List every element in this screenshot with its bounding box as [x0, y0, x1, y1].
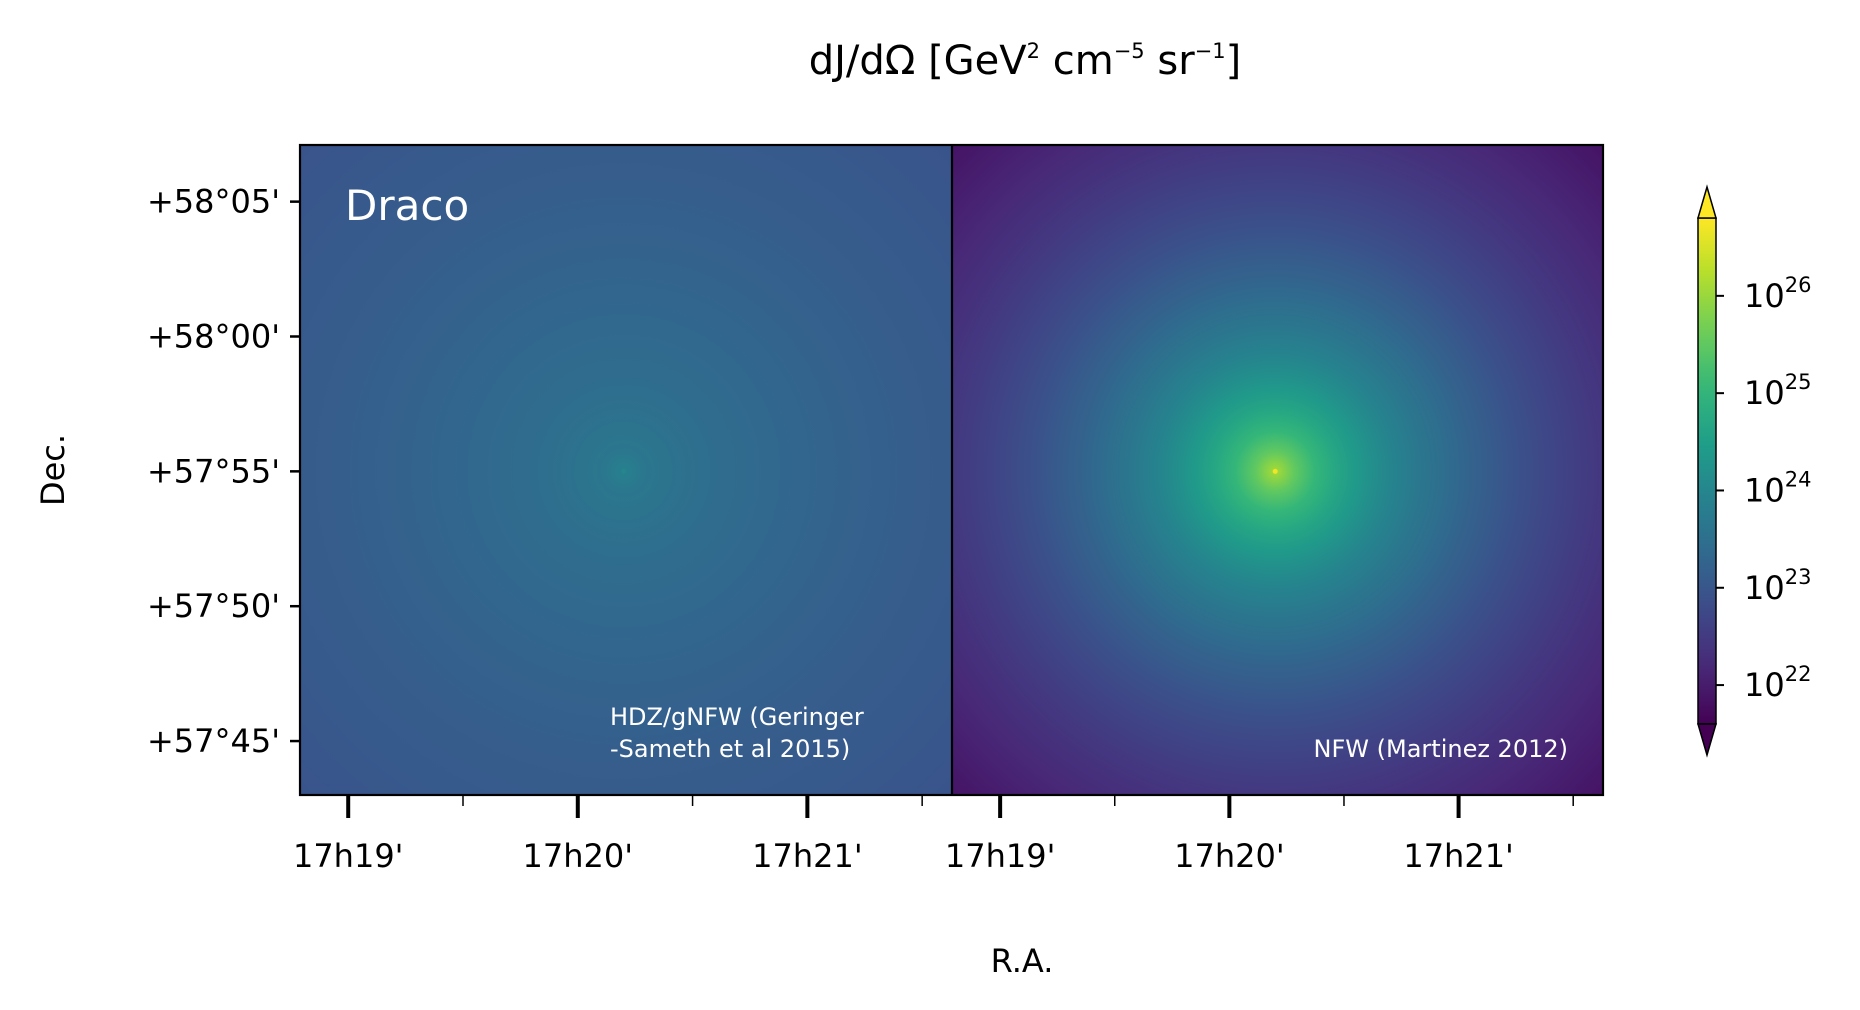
chart-title: dJ/dΩ [GeV2 cm−5 sr−1]: [809, 38, 1242, 84]
colorbar-body: [1697, 217, 1717, 725]
title-sup-2: −5: [1114, 39, 1145, 63]
panel-name-left: Draco: [345, 181, 469, 230]
x-axis-label: R.A.: [991, 942, 1054, 980]
peak-marker-right: [1272, 468, 1278, 474]
annotation-right: NFW (Martinez 2012): [1314, 735, 1568, 763]
y-axis-ticks: +58°05' +58°00' +57°55' +57°50' +57°45': [147, 183, 300, 760]
colorbar-tick-label-0: 1022: [1744, 662, 1811, 704]
y-tick-label-2: +57°55': [147, 452, 280, 490]
x-tick-label-p1-1: 17h20': [1174, 837, 1285, 875]
colorbar-extend-bottom: [1697, 723, 1717, 758]
colorbar-tick-label-3: 1025: [1744, 370, 1811, 412]
colorbar-tick-label-1: 1023: [1744, 565, 1811, 607]
x-tick-label-p0-1: 17h20': [523, 837, 634, 875]
x-axis-ticks: 17h19' 17h20' 17h21' 17h19' 17h20' 17h21': [293, 795, 1574, 875]
annotation-left-line-1: HDZ/gNFW (Geringer: [610, 703, 864, 731]
x-tick-label-p1-0: 17h19': [945, 837, 1056, 875]
y-tick-label-3: +57°50': [147, 587, 280, 625]
x-tick-label-p1-2: 17h21': [1403, 837, 1514, 875]
colorbar-tick-label-2: 1024: [1744, 467, 1811, 509]
title-end: ]: [1226, 38, 1242, 84]
y-tick-label-1: +58°00': [147, 317, 280, 355]
title-mid: cm: [1040, 38, 1114, 84]
peak-marker-left: [621, 468, 627, 474]
heatmap-panel-right: [952, 145, 1603, 795]
y-tick-label-4: +57°45': [147, 722, 280, 760]
colorbar-extend-top: [1697, 184, 1717, 219]
heatmap-panel-left: [300, 145, 952, 795]
y-axis-label: Dec.: [34, 434, 72, 506]
title-mid-2: sr: [1145, 38, 1196, 84]
y-tick-label-0: +58°05': [147, 183, 280, 221]
title-sup-3: −1: [1195, 39, 1226, 63]
title-sup-1: 2: [1027, 39, 1040, 63]
colorbar-tick-label-4: 1026: [1744, 273, 1811, 315]
x-tick-label-p0-2: 17h21': [752, 837, 863, 875]
title-main: dJ/dΩ [GeV: [809, 38, 1028, 84]
heatmap-panels: [298, 143, 1605, 797]
annotation-left-line-2: -Sameth et al 2015): [610, 735, 850, 763]
x-tick-label-p0-0: 17h19': [293, 837, 404, 875]
colorbar: 1022 1023 1024 1025 1026: [1697, 184, 1811, 758]
colorbar-ticks: 1022 1023 1024 1025 1026: [1716, 273, 1811, 704]
